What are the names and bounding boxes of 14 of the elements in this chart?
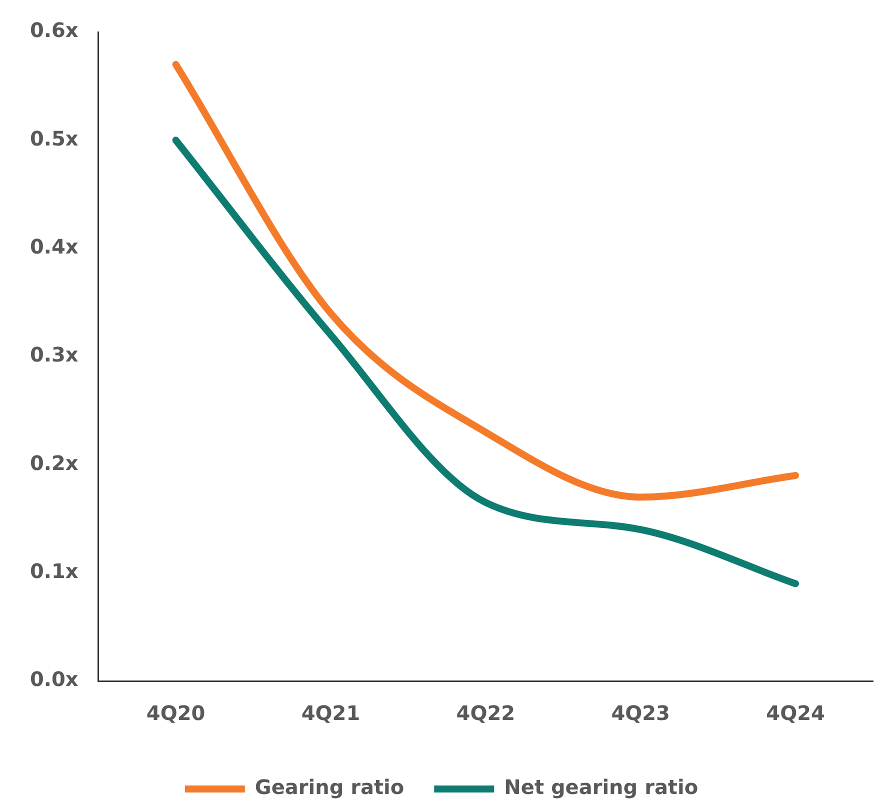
- y-tick-label: 0.2x: [30, 450, 78, 475]
- legend-label: Gearing ratio: [254, 775, 404, 800]
- y-tick-label: 0.5x: [30, 126, 78, 150]
- x-tick-label: 4Q22: [456, 701, 516, 726]
- x-tick-label: 4Q21: [301, 701, 360, 726]
- y-tick-label: 0.6x: [30, 18, 78, 42]
- y-tick-label: 0.1x: [30, 559, 78, 584]
- x-tick-label: 4Q24: [766, 701, 825, 726]
- legend-label: Net gearing ratio: [504, 775, 698, 800]
- y-tick-label: 0.0x: [30, 667, 78, 692]
- y-tick-label: 0.4x: [30, 234, 78, 259]
- y-tick-label: 0.3x: [30, 342, 78, 367]
- x-tick-label: 4Q20: [146, 701, 206, 726]
- x-tick-label: 4Q23: [611, 701, 670, 726]
